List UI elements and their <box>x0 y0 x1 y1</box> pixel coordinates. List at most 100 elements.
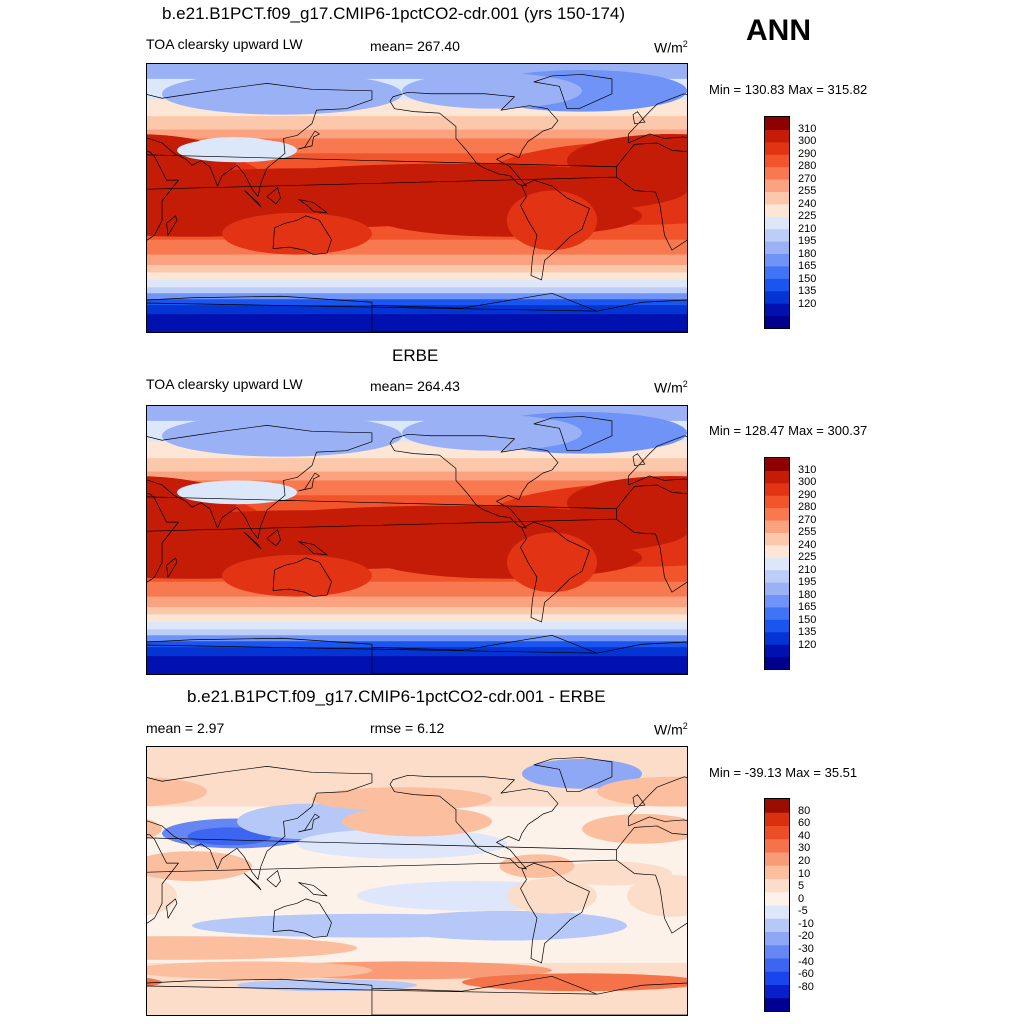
colorbar-swatch <box>765 944 789 959</box>
colorbar-swatch <box>765 191 789 205</box>
panel2-minmax: Min = 128.47 Max = 300.37 <box>709 423 868 438</box>
panel3-mean-label: mean = 2.97 <box>146 720 225 736</box>
map-band <box>147 272 687 281</box>
panel2-colorbar <box>764 457 790 670</box>
colorbar-swatch <box>765 470 789 484</box>
map-band <box>147 265 687 274</box>
colorbar-tick-label: 240 <box>798 538 817 551</box>
map-band <box>147 471 687 482</box>
map-feature <box>342 806 492 837</box>
colorbar-tick-label: 5 <box>798 880 805 893</box>
colorbar-swatch <box>765 606 789 620</box>
map-band <box>147 614 687 623</box>
panel3-units: W/m2 <box>654 721 688 738</box>
panel1-units: W/m2 <box>654 39 688 56</box>
colorbar-swatch <box>765 997 789 1011</box>
map-band <box>147 596 687 608</box>
colorbar-tick-label: 165 <box>798 601 817 614</box>
colorbar-swatch <box>765 117 789 130</box>
colorbar-swatch <box>765 278 789 292</box>
map-feature <box>507 532 597 593</box>
colorbar-swatch <box>765 971 789 985</box>
colorbar-tick-label: -60 <box>798 968 814 981</box>
panel2-map <box>146 405 688 675</box>
map-feature <box>222 554 372 597</box>
map-feature <box>162 414 402 457</box>
colorbar-tick-label: 255 <box>798 526 817 539</box>
map-feature <box>312 787 492 812</box>
colorbar-tick-label: 180 <box>798 247 817 260</box>
panel3-rmse-label: rmse = 6.12 <box>370 720 445 736</box>
colorbar-tick-label: 150 <box>798 613 817 626</box>
panel2-mean-label: mean= 264.43 <box>370 378 460 394</box>
map-feature <box>507 190 597 251</box>
panel2-map-svg <box>147 406 687 674</box>
colorbar-tick-label: 20 <box>798 854 811 867</box>
colorbar-tick-label: 135 <box>798 626 817 639</box>
colorbar-swatch <box>765 129 789 143</box>
colorbar-tick-label: 225 <box>798 210 817 223</box>
colorbar-swatch <box>765 141 789 155</box>
colorbar-tick-label: 120 <box>798 638 817 651</box>
colorbar-swatch <box>765 984 789 999</box>
panel2-title: ERBE <box>392 346 439 365</box>
colorbar-tick-label: 195 <box>798 576 817 589</box>
colorbar-tick-label: 290 <box>798 147 817 160</box>
map-feature <box>567 475 687 530</box>
map-feature <box>147 936 357 960</box>
colorbar-swatch <box>765 179 789 192</box>
colorbar-tick-label: 180 <box>798 588 817 601</box>
map-feature <box>237 803 387 840</box>
colorbar-swatch <box>765 619 789 633</box>
map-feature <box>387 910 627 941</box>
colorbar-swatch <box>765 812 789 826</box>
colorbar-tick-label: 290 <box>798 488 817 501</box>
panel1-title: b.e21.B1PCT.f09_g17.CMIP6-1pctCO2-cdr.00… <box>162 4 626 23</box>
map-band <box>147 641 687 648</box>
colorbar-swatch <box>765 458 789 471</box>
map-band <box>147 314 687 332</box>
colorbar-tick-label: -30 <box>798 943 814 956</box>
colorbar-swatch <box>765 891 789 906</box>
colorbar-swatch <box>765 631 789 645</box>
colorbar-tick-label: -5 <box>798 905 808 918</box>
colorbar-tick-label: 300 <box>798 135 817 148</box>
map-band <box>147 116 687 131</box>
map-band <box>147 129 687 140</box>
map-band <box>147 629 687 636</box>
colorbar-swatch <box>765 799 789 813</box>
colorbar-swatch <box>765 216 789 230</box>
map-feature <box>582 814 687 844</box>
colorbar-tick-label: 310 <box>798 122 817 135</box>
colorbar-swatch <box>765 265 789 279</box>
colorbar-swatch <box>765 958 789 972</box>
colorbar-swatch <box>765 557 789 571</box>
map-feature <box>222 212 372 255</box>
panel3-minmax: Min = -39.13 Max = 35.51 <box>709 765 858 780</box>
colorbar-swatch <box>765 303 789 317</box>
colorbar-tick-label: 255 <box>798 185 817 198</box>
colorbar-tick-label: 150 <box>798 272 817 285</box>
panel1-colorbar <box>764 116 790 329</box>
colorbar-swatch <box>765 656 789 669</box>
panel1-map-svg <box>147 64 687 332</box>
colorbar-swatch <box>765 878 789 893</box>
colorbar-swatch <box>765 905 789 919</box>
map-feature <box>372 195 642 237</box>
colorbar-swatch <box>765 166 789 180</box>
map-band <box>147 293 687 300</box>
panel1-minmax: Min = 130.83 Max = 315.82 <box>709 82 868 97</box>
colorbar-tick-label: -10 <box>798 917 814 930</box>
map-feature <box>147 777 207 807</box>
map-feature <box>462 973 687 992</box>
map-feature <box>189 136 279 158</box>
colorbar-swatch <box>765 154 789 168</box>
map-feature <box>147 961 372 980</box>
colorbar-tick-label: -20 <box>798 930 814 943</box>
colorbar-swatch <box>765 582 789 596</box>
map-feature <box>162 72 402 115</box>
map-band <box>147 254 687 266</box>
colorbar-tick-label: 300 <box>798 476 817 489</box>
colorbar-tick-label: 195 <box>798 235 817 248</box>
map-feature <box>402 72 582 109</box>
